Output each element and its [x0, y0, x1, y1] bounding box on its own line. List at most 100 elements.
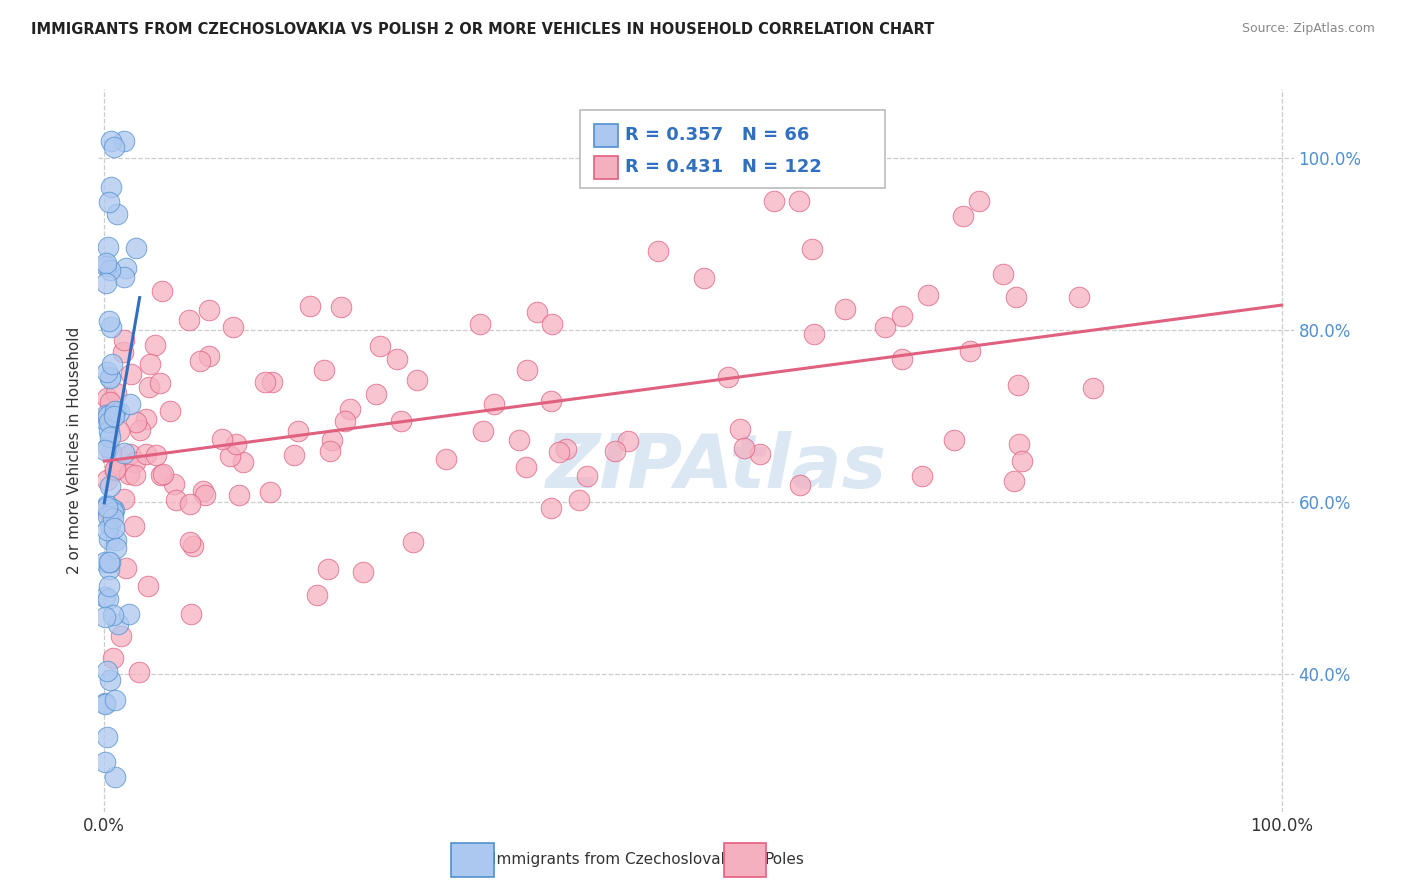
- Point: [188, 353, 211, 368]
- Point: [180, 607, 202, 621]
- Y-axis label: 2 or more Vehicles in Household: 2 or more Vehicles in Household: [67, 326, 83, 574]
- Point: [115, 561, 138, 575]
- Point: [575, 468, 598, 483]
- Point: [603, 444, 626, 458]
- Point: [104, 461, 127, 475]
- Point: [100, 357, 122, 371]
- Point: [94, 590, 117, 604]
- Point: [93, 413, 115, 427]
- Point: [993, 268, 1015, 282]
- Point: [97, 592, 120, 607]
- FancyBboxPatch shape: [581, 110, 884, 188]
- Point: [108, 405, 131, 419]
- Point: [943, 433, 966, 447]
- Point: [97, 409, 120, 423]
- Point: [1081, 381, 1104, 395]
- Point: [555, 442, 578, 457]
- Point: [145, 449, 167, 463]
- Point: [547, 445, 569, 459]
- Point: [112, 345, 135, 359]
- Point: [96, 500, 118, 514]
- Point: [402, 535, 425, 549]
- Point: [316, 561, 339, 575]
- Point: [1002, 475, 1025, 489]
- Point: [135, 447, 157, 461]
- Point: [115, 260, 138, 275]
- Point: [891, 351, 914, 366]
- Point: [136, 579, 159, 593]
- Point: [540, 500, 562, 515]
- Point: [389, 414, 412, 428]
- Point: [1008, 437, 1031, 451]
- Point: [482, 397, 505, 411]
- Point: [97, 509, 120, 524]
- Point: [94, 556, 117, 570]
- Point: [314, 363, 336, 377]
- Point: [834, 302, 856, 317]
- Point: [101, 511, 124, 525]
- Point: [789, 477, 811, 491]
- Point: [105, 207, 128, 221]
- Point: [763, 194, 786, 208]
- Point: [211, 432, 233, 446]
- Point: [339, 402, 361, 417]
- Point: [96, 391, 118, 405]
- Point: [101, 607, 124, 622]
- Point: [181, 539, 204, 553]
- Point: [93, 442, 115, 457]
- Point: [873, 319, 896, 334]
- FancyBboxPatch shape: [595, 124, 619, 147]
- Point: [96, 408, 118, 422]
- Point: [104, 693, 127, 707]
- Point: [94, 277, 117, 291]
- Point: [515, 460, 537, 475]
- Text: IMMIGRANTS FROM CZECHOSLOVAKIA VS POLISH 2 OR MORE VEHICLES IN HOUSEHOLD CORRELA: IMMIGRANTS FROM CZECHOSLOVAKIA VS POLISH…: [31, 22, 934, 37]
- Point: [96, 256, 118, 270]
- Point: [103, 409, 125, 423]
- Point: [917, 288, 939, 302]
- Point: [96, 498, 118, 512]
- Point: [112, 446, 135, 460]
- Point: [100, 445, 122, 459]
- Point: [96, 365, 118, 379]
- Point: [287, 425, 309, 439]
- Point: [101, 502, 124, 516]
- Point: [104, 463, 127, 477]
- Point: [129, 423, 152, 437]
- Point: [568, 493, 591, 508]
- Point: [179, 312, 201, 326]
- Point: [1005, 290, 1028, 304]
- Point: [98, 562, 121, 576]
- Point: [100, 517, 122, 532]
- Point: [406, 373, 429, 387]
- Point: [97, 408, 120, 422]
- Point: [94, 610, 117, 624]
- Point: [617, 434, 640, 449]
- Point: [100, 479, 122, 493]
- Point: [118, 467, 141, 481]
- Point: [254, 375, 277, 389]
- Point: [179, 535, 201, 549]
- Point: [107, 616, 129, 631]
- Point: [352, 565, 374, 579]
- Point: [125, 415, 148, 429]
- Point: [1007, 378, 1029, 392]
- Point: [98, 263, 121, 277]
- Point: [98, 673, 121, 687]
- Point: [97, 415, 120, 429]
- Point: [222, 320, 245, 334]
- Point: [118, 607, 141, 621]
- Point: [891, 309, 914, 323]
- Point: [94, 756, 117, 770]
- Point: [283, 448, 305, 462]
- Point: [526, 304, 548, 318]
- Point: [165, 493, 187, 508]
- Point: [100, 430, 122, 444]
- Point: [103, 502, 125, 516]
- Point: [108, 424, 131, 438]
- Point: [387, 352, 409, 367]
- Text: Immigrants from Czechoslovakia: Immigrants from Czechoslovakia: [492, 853, 744, 867]
- Point: [152, 467, 174, 481]
- Point: [97, 579, 120, 593]
- Point: [967, 194, 990, 208]
